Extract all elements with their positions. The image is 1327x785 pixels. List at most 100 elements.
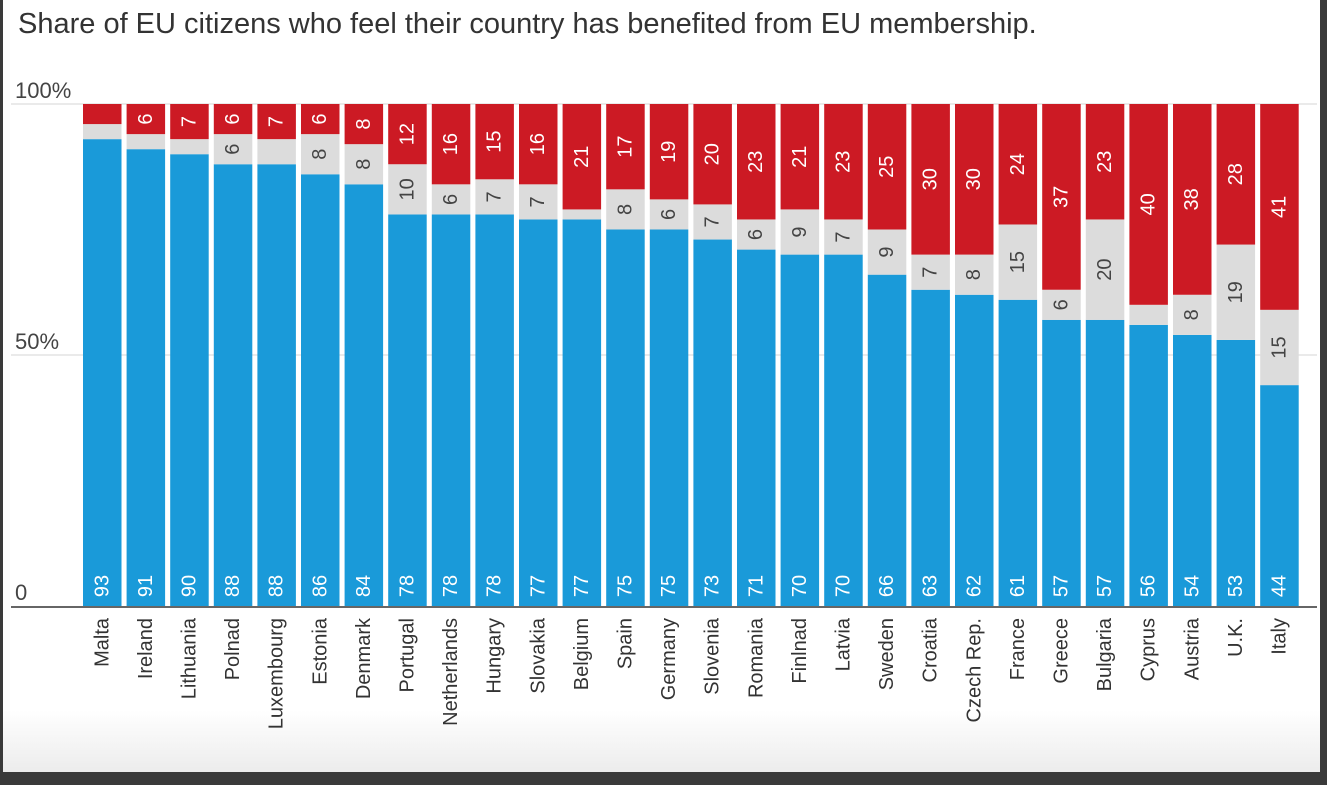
bar-value-label: 6 [309, 113, 331, 124]
bar-value-label: 78 [484, 575, 506, 597]
bar-segment [606, 229, 645, 606]
bar-segment [649, 104, 689, 200]
bar-value-label: 6 [658, 209, 680, 220]
bar-value-label: 30 [963, 168, 985, 190]
bar-value-label: 88 [266, 575, 288, 597]
bar-segment [606, 104, 645, 190]
bar-segment [1216, 339, 1256, 606]
bar-segment [83, 139, 122, 606]
bar-value-label: 6 [222, 144, 244, 155]
x-tick-label: Croatia [920, 617, 942, 682]
x-tick-label: Latvia [832, 617, 854, 671]
bar-segment [170, 154, 209, 606]
bar-value-label: 63 [920, 575, 942, 597]
bar-segment [475, 179, 514, 215]
bar-segment [824, 219, 863, 255]
bar-value-label: 10 [396, 178, 418, 200]
bar-segment [1173, 294, 1212, 335]
x-tick-label: Slovakia [527, 617, 549, 693]
bar-segment [649, 229, 689, 606]
bar-value-label: 56 [1138, 575, 1160, 597]
y-tick-label: 0 [15, 580, 27, 605]
bar-segment [83, 104, 122, 125]
bar-segment [1085, 319, 1125, 606]
bar-segment [780, 254, 820, 606]
bar-segment [388, 164, 427, 215]
x-tick-label: Hungary [484, 618, 506, 694]
bar-value-label: 7 [266, 116, 288, 127]
bar-value-label: 90 [178, 575, 200, 597]
x-tick-label: Belgium [571, 618, 593, 690]
bar-segment [1173, 104, 1212, 295]
bar-segment [1216, 104, 1256, 245]
bar-segment [737, 219, 776, 250]
stacked-bar-chart: 050%100%93Malta916Ireland907Lithuania886… [11, 78, 1317, 729]
bar-segment [911, 254, 950, 290]
bar-value-label: 17 [614, 136, 636, 158]
bar-value-label: 25 [876, 156, 898, 178]
bar-segment [998, 224, 1038, 300]
x-tick-label: Czech Rep. [963, 618, 985, 723]
bar-value-label: 16 [527, 133, 549, 155]
x-tick-label: Bulgaria [1094, 617, 1116, 691]
bar-segment [519, 219, 558, 606]
x-tick-label: Luxembourg [266, 618, 288, 729]
x-tick-label: Italy [1268, 618, 1290, 655]
bar-value-label: 86 [309, 575, 331, 597]
x-tick-label: Netherlands [440, 618, 462, 726]
bar-value-label: 8 [963, 269, 985, 280]
bar-segment [213, 134, 253, 165]
bar-segment [257, 139, 296, 165]
bar-segment [126, 134, 166, 150]
bar-segment [301, 104, 340, 135]
bar-value-label: 37 [1050, 186, 1072, 208]
bar-value-label: 8 [614, 204, 636, 215]
bar-value-label: 66 [876, 575, 898, 597]
bar-value-label: 40 [1138, 193, 1160, 215]
x-tick-label: Finlnad [789, 618, 811, 684]
chart-panel: Share of EU citizens who feel their coun… [3, 0, 1320, 772]
bar-segment [388, 214, 427, 606]
x-tick-label: Denmark [353, 617, 375, 699]
bar-segment [1260, 385, 1299, 606]
bar-value-label: 71 [745, 575, 767, 597]
bar-value-label: 16 [440, 133, 462, 155]
bar-segment [1129, 104, 1168, 305]
bar-value-label: 84 [353, 575, 375, 597]
bar-segment [431, 104, 471, 185]
bar-segment [1042, 289, 1081, 320]
bar-segment [170, 104, 209, 140]
bar-value-label: 7 [920, 267, 942, 278]
bar-segment [955, 294, 994, 606]
bar-segment [737, 104, 776, 220]
x-tick-label: U.K. [1225, 618, 1247, 657]
bar-segment [780, 104, 820, 210]
chart-title: Share of EU citizens who feel their coun… [18, 8, 1037, 40]
bar-segment [562, 209, 602, 220]
bar-segment [911, 104, 950, 255]
bar-value-label: 15 [1007, 251, 1029, 273]
bar-segment [998, 104, 1038, 225]
bar-segment [301, 134, 340, 175]
bar-segment [562, 219, 602, 606]
bar-segment [126, 104, 166, 135]
bar-segment [519, 104, 558, 185]
bar-segment [257, 104, 296, 140]
bar-value-label: 20 [702, 143, 724, 165]
bar-value-label: 7 [832, 231, 854, 242]
bar-segment [824, 254, 863, 606]
bar-value-label: 70 [832, 575, 854, 597]
bar-value-label: 21 [789, 146, 811, 168]
bar-segment [1042, 104, 1081, 290]
bar-value-label: 53 [1225, 575, 1247, 597]
x-tick-label: Sweden [876, 618, 898, 690]
bar-segment [388, 104, 427, 165]
bar-value-label: 8 [353, 119, 375, 130]
bar-segment [170, 139, 209, 155]
bar-value-label: 75 [658, 575, 680, 597]
x-tick-label: Spain [614, 618, 636, 669]
bar-value-label: 77 [571, 575, 593, 597]
bar-value-label: 9 [876, 247, 898, 258]
bar-value-label: 6 [1050, 299, 1072, 310]
bar-segment [824, 104, 863, 220]
